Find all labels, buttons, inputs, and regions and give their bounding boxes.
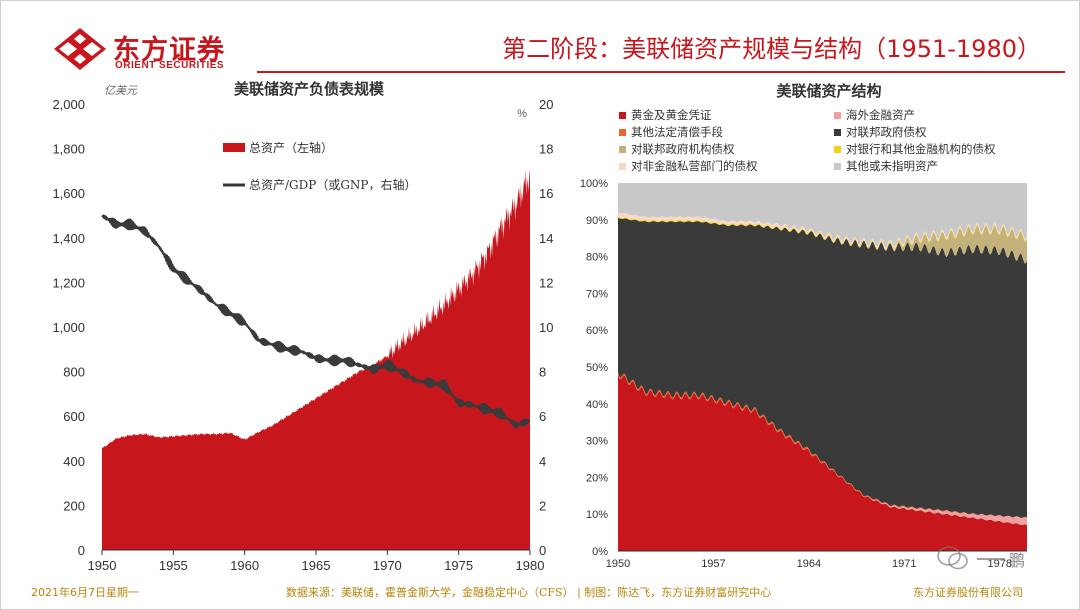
stack-area-7 bbox=[618, 212, 1027, 250]
right-y-tick-label: 20 bbox=[539, 97, 553, 112]
right-y-tick-label: 8 bbox=[539, 365, 546, 380]
legend-label-3: 其他法定清偿手段 bbox=[631, 125, 723, 139]
left-y-tick-label: 1,600 bbox=[52, 186, 85, 201]
right-x-tick-label: 1964 bbox=[797, 558, 821, 570]
right-y-tick-label: 12 bbox=[539, 275, 553, 290]
right-y-tick-label: 2 bbox=[539, 498, 546, 513]
left-x-tick-label: 1980 bbox=[516, 558, 545, 573]
left-y-tick-label: 2,000 bbox=[52, 97, 85, 112]
logo-english-text: ORIENT SECURITIES bbox=[115, 60, 225, 71]
legend-swatch-total-assets bbox=[223, 143, 245, 152]
footer-source: 数据来源：美联储，霍普金斯大学，金融稳定中心（CFS） | 制图：陈达飞，东方证… bbox=[286, 586, 772, 599]
right-y-tick-label: 6 bbox=[539, 409, 546, 424]
left-chart-title: 美联储资产负债表规模 bbox=[234, 80, 385, 98]
right-y-tick-label: 90% bbox=[586, 215, 608, 227]
right-y-tick-label: 30% bbox=[586, 436, 608, 448]
right-x-tick-label: 1957 bbox=[701, 558, 725, 570]
legend-label-2: 海外金融资产 bbox=[846, 108, 915, 122]
left-x-tick-label: 1965 bbox=[302, 558, 331, 573]
legend-swatch-8 bbox=[834, 163, 841, 170]
right-y-tick-label: 70% bbox=[586, 288, 608, 300]
right-y-tick-label: 18 bbox=[539, 142, 553, 157]
right-x-tick-label: 1978 bbox=[987, 558, 1011, 570]
left-y-tick-label: 1,200 bbox=[52, 275, 85, 290]
stack-area-6 bbox=[618, 216, 1027, 251]
left-x-tick-label: 1960 bbox=[230, 558, 259, 573]
logo-chinese-text: 东方证券 bbox=[113, 35, 225, 66]
right-y-tick-label: 10% bbox=[586, 509, 608, 521]
left-x-tick-label: 1950 bbox=[88, 558, 117, 573]
right-y-tick-label: 10 bbox=[539, 320, 553, 335]
left-y-tick-label: 200 bbox=[63, 498, 85, 513]
left-y-tick-label: 1,000 bbox=[52, 320, 85, 335]
chat-bubble-icon bbox=[937, 546, 968, 570]
left-x-tick-label: 1970 bbox=[373, 558, 402, 573]
right-x-tick-label: 1971 bbox=[892, 558, 916, 570]
right-y-tick-label: 14 bbox=[539, 231, 553, 246]
right-y-tick-label: 0 bbox=[539, 543, 546, 558]
stack-area-1 bbox=[618, 374, 1027, 551]
assets-gdp-ratio-line bbox=[101, 214, 531, 429]
watermark: 鹏 bbox=[937, 539, 1047, 579]
right-y-tick-label: 20% bbox=[586, 472, 608, 484]
footer-company: 东方证券股份有限公司 bbox=[913, 586, 1023, 599]
legend-label-1: 黄金及黄金凭证 bbox=[631, 108, 712, 122]
right-y-tick-label: 80% bbox=[586, 252, 608, 264]
legend-swatch-6 bbox=[834, 146, 841, 153]
legend-label-7: 对非金融私营部门的债权 bbox=[631, 159, 758, 173]
legend-label-6: 对银行和其他金融机构的债权 bbox=[846, 142, 996, 156]
legend-swatch-5 bbox=[619, 146, 626, 153]
title-divider bbox=[257, 71, 1065, 73]
total-assets-area bbox=[102, 168, 530, 550]
left-x-tick-label: 1975 bbox=[444, 558, 473, 573]
left-axis-unit: 亿美元 bbox=[104, 84, 138, 97]
legend-swatch-4 bbox=[834, 129, 841, 136]
watermark-text: 鹏 bbox=[1009, 551, 1026, 570]
right-x-tick-label: 1950 bbox=[606, 558, 630, 570]
right-y-tick-label: 0% bbox=[592, 546, 608, 558]
stack-area-4 bbox=[618, 217, 1027, 518]
right-chart-title: 美联储资产结构 bbox=[776, 82, 881, 100]
left-x-tick-label: 1955 bbox=[159, 558, 188, 573]
right-y-tick-label: 16 bbox=[539, 186, 553, 201]
legend-label-total-assets: 总资产（左轴） bbox=[249, 140, 333, 155]
legend-label-8: 其他或未指明资产 bbox=[846, 159, 938, 173]
legend-label-5: 对联邦政府机构债权 bbox=[631, 142, 735, 156]
right-y-tick-label: 40% bbox=[586, 399, 608, 411]
legend-swatch-3 bbox=[619, 129, 626, 136]
slide-title: 第二阶段：美联储资产规模与结构（1951-1980） bbox=[502, 35, 1041, 63]
stack-area-8 bbox=[618, 183, 1027, 248]
right-y-tick-label: 50% bbox=[586, 362, 608, 374]
right-y-tick-label: 100% bbox=[580, 178, 608, 190]
watermark-dash bbox=[977, 558, 1005, 560]
left-y-tick-label: 1,800 bbox=[52, 142, 85, 157]
legend-swatch-2 bbox=[834, 112, 841, 119]
left-y-tick-label: 800 bbox=[63, 365, 85, 380]
legend-swatch-7 bbox=[619, 163, 626, 170]
left-y-tick-label: 1,400 bbox=[52, 231, 85, 246]
left-y-tick-label: 400 bbox=[63, 454, 85, 469]
left-y-tick-label: 600 bbox=[63, 409, 85, 424]
right-y-tick-label: 60% bbox=[586, 325, 608, 337]
legend-swatch-1 bbox=[619, 112, 626, 119]
legend-label-4: 对联邦政府债权 bbox=[846, 125, 927, 139]
diamond-logo-icon bbox=[54, 28, 106, 70]
right-axis-unit: % bbox=[517, 108, 527, 120]
stack-area-5 bbox=[618, 217, 1027, 264]
legend-label-assets-gdp: 总资产/GDP（或GNP，右轴） bbox=[249, 177, 417, 192]
company-logo: 东方证券 ORIENT SECURITIES bbox=[53, 27, 253, 73]
right-y-tick-label: 4 bbox=[539, 454, 546, 469]
left-y-tick-label: 0 bbox=[78, 543, 85, 558]
footer-date: 2021年6月7日星期一 bbox=[31, 586, 139, 599]
